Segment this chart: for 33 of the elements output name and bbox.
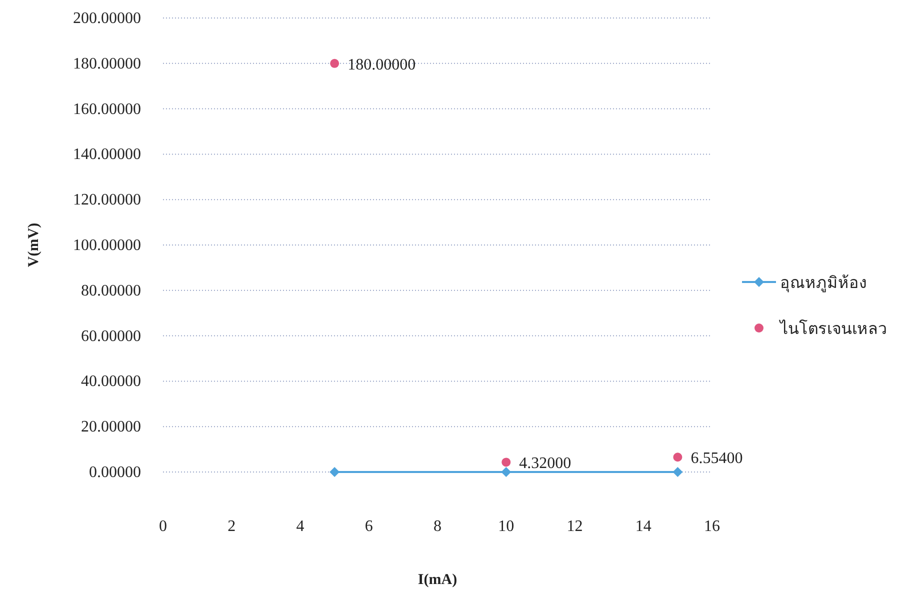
x-tick-label: 16 — [704, 518, 720, 535]
x-tick-label: 8 — [434, 518, 442, 535]
point — [672, 467, 683, 477]
y-tick-label: 40.00000 — [81, 373, 141, 390]
point — [330, 467, 340, 477]
y-tick-label: 20.00000 — [81, 418, 141, 436]
point — [502, 458, 511, 467]
y-tick-label: 200.00000 — [73, 10, 141, 27]
y-tick-label: 120.00000 — [73, 192, 141, 209]
x-tick-label: 10 — [498, 518, 514, 535]
data-label: 4.32000 — [519, 455, 572, 472]
x-tick-label: 4 — [296, 518, 304, 535]
y-axis-title: V(mV) — [26, 222, 42, 268]
y-tick-label: 180.00000 — [73, 55, 141, 72]
point — [673, 452, 682, 462]
legend-label: อุณหภูมิห้อง — [780, 274, 867, 293]
point — [330, 58, 340, 68]
x-tick-label: 6 — [364, 518, 373, 535]
y-tick-label: 140.00000 — [73, 146, 141, 164]
x-tick-label: 2 — [228, 518, 236, 535]
x-tick-label: 0 — [159, 518, 167, 535]
y-tick-label: 160.00000 — [73, 100, 141, 118]
data-label: 6.55400 — [690, 450, 743, 468]
data-label: 180.00000 — [348, 56, 416, 74]
y-tick-label: 0.00000 — [89, 464, 141, 481]
y-tick-label: 80.00000 — [81, 282, 141, 300]
x-axis-title: I(mA) — [418, 572, 458, 588]
point — [501, 467, 512, 477]
y-tick-label: 100.00000 — [73, 237, 141, 254]
legend-label: ไนโตรเจนเหลว — [778, 319, 887, 338]
x-tick-label: 12 — [566, 518, 583, 535]
x-tick-label: 14 — [635, 518, 652, 535]
y-tick-label: 60.00000 — [81, 328, 141, 345]
